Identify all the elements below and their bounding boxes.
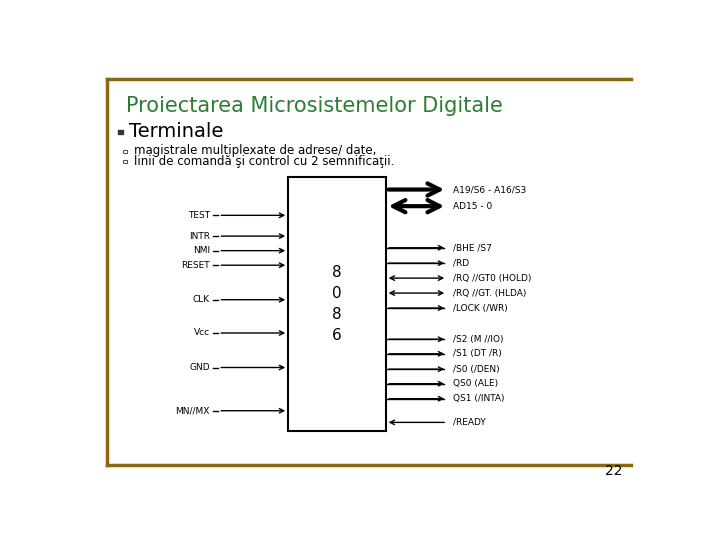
Text: /RQ //GT. (HLDA): /RQ //GT. (HLDA) <box>453 288 526 298</box>
Text: Vcc: Vcc <box>194 328 210 338</box>
Text: NMI: NMI <box>193 246 210 255</box>
Text: QS0 (ALE): QS0 (ALE) <box>453 379 498 388</box>
Text: AD15 - 0: AD15 - 0 <box>453 201 492 211</box>
Text: CLK: CLK <box>193 295 210 304</box>
Text: 8
0
8
6: 8 0 8 6 <box>332 265 342 343</box>
Text: /S2 (M //IO): /S2 (M //IO) <box>453 335 503 344</box>
Text: /LOCK (/WR): /LOCK (/WR) <box>453 303 508 313</box>
Bar <box>288 177 386 431</box>
Bar <box>118 130 124 134</box>
Text: linii de comandă şi control cu 2 semnificaţii.: linii de comandă şi control cu 2 semnifi… <box>133 155 394 168</box>
Text: RESET: RESET <box>181 261 210 269</box>
Bar <box>124 150 127 153</box>
Text: /RQ //GT0 (HOLD): /RQ //GT0 (HOLD) <box>453 274 531 282</box>
Bar <box>124 160 127 163</box>
Text: /RD: /RD <box>453 259 469 268</box>
Text: /READY: /READY <box>453 418 485 427</box>
Text: QS1 (/INTA): QS1 (/INTA) <box>453 394 504 403</box>
Text: Terminale: Terminale <box>129 122 223 141</box>
Text: /BHE /S7: /BHE /S7 <box>453 243 492 252</box>
Text: INTR: INTR <box>189 232 210 241</box>
Text: TEST: TEST <box>188 211 210 220</box>
Text: magistrale multiplexate de adrese/ date,: magistrale multiplexate de adrese/ date, <box>133 144 376 157</box>
Text: /S1 (DT /R): /S1 (DT /R) <box>453 349 501 358</box>
Text: Proiectarea Microsistemelor Digitale: Proiectarea Microsistemelor Digitale <box>126 96 503 117</box>
Text: A19/S6 - A16/S3: A19/S6 - A16/S3 <box>453 185 526 194</box>
Text: GND: GND <box>189 363 210 372</box>
Text: 22: 22 <box>606 464 623 478</box>
Text: MN//MX: MN//MX <box>176 406 210 415</box>
Text: /S0 (/DEN): /S0 (/DEN) <box>453 364 500 374</box>
